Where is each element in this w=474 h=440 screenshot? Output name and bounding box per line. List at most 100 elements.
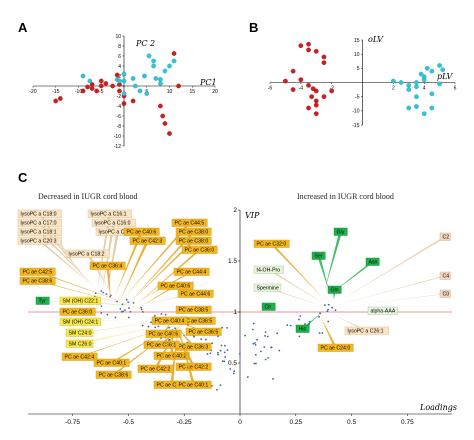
loading-point [254, 353, 257, 356]
label-leader [266, 287, 328, 308]
metabolite-label: C4 [443, 274, 450, 280]
loading-point [224, 356, 227, 358]
label-box [17, 218, 62, 227]
panel-a-plot: -20-15-10-55101520-12-10-8-6-4-2246810PC… [29, 34, 218, 150]
loading-point [168, 339, 170, 342]
label-leader [267, 269, 325, 304]
loading-point [252, 328, 254, 331]
metabolite-label: lysoPC a C16:1 [91, 212, 127, 218]
loading-point [264, 358, 267, 361]
score-point [146, 53, 152, 59]
loading-point [125, 298, 128, 301]
score-point [321, 94, 327, 100]
loading-point [100, 290, 103, 292]
score-point [167, 131, 172, 136]
loading-point [256, 338, 258, 341]
metabolite-label: PC ae C40:6 [127, 230, 157, 236]
x-tick-label: -0.5 [123, 419, 135, 426]
label-leader [338, 275, 447, 305]
label-leader [301, 312, 323, 329]
score-point [424, 65, 430, 71]
score-point [414, 104, 419, 109]
loading-point [174, 327, 177, 330]
loading-point [263, 346, 266, 348]
label-box [61, 352, 98, 361]
label-leader [267, 305, 330, 307]
label-leader [110, 320, 182, 363]
metabolite-label: PC ae C32:0 [257, 242, 287, 248]
y-tick-label: 4 [118, 64, 121, 70]
score-point [158, 81, 163, 86]
loading-point [264, 335, 266, 337]
label-leader [139, 285, 178, 307]
loading-point [318, 315, 320, 318]
label-box [91, 218, 136, 227]
label-box [19, 276, 56, 285]
loading-point [129, 311, 132, 313]
loading-point [289, 324, 292, 327]
y-tick-label: 1 [233, 309, 237, 316]
metabolite-label: PC ae C40:6 [149, 332, 179, 338]
metabolite-label: PC ae C42:3 [133, 239, 163, 245]
metabolite-label: PC ae C40:6 [161, 284, 191, 290]
y-tick-label: 10 [354, 52, 360, 58]
label-leader [112, 329, 174, 375]
label-leader [36, 280, 147, 310]
score-point [313, 102, 319, 108]
score-point [321, 54, 327, 60]
score-point [57, 96, 63, 101]
loading-point [221, 326, 224, 329]
label-leader [179, 332, 196, 385]
loading-point [326, 310, 329, 313]
label-box [253, 265, 284, 274]
x-tick-label: 20 [212, 89, 218, 95]
metabolite-label: Ser [315, 254, 323, 260]
score-point [117, 78, 122, 84]
loading-point [141, 311, 144, 313]
metabolite-label: lysoPC a C17:0 [21, 221, 57, 227]
loading-point [321, 332, 324, 334]
loading-point [102, 291, 105, 294]
metabolite-label: PC ae C24:0 [321, 346, 351, 352]
loading-point [233, 370, 236, 373]
score-point [414, 84, 419, 90]
label-leader [160, 324, 182, 345]
metabolite-label: PC ae C36:5 [183, 319, 213, 325]
y-tick-label: -8 [117, 124, 122, 130]
loading-point [141, 324, 144, 327]
label-box [327, 285, 342, 294]
label-leader [324, 231, 343, 290]
metabolite-label: PC ae C42:4 [65, 355, 95, 361]
score-point [440, 67, 446, 73]
y-tick-label: -10 [114, 134, 121, 140]
y-tick-label: 15 [354, 38, 360, 44]
loading-point [255, 362, 257, 365]
metabolite-label: PC ae C38:0 [179, 230, 209, 236]
label-leader [338, 236, 447, 302]
metabolite-label: lysoPC a C26:1 [348, 329, 384, 335]
loading-point [220, 344, 223, 347]
score-point [153, 76, 159, 81]
score-point [98, 83, 104, 89]
metabolite-label: PC ae C38:6 [23, 279, 53, 285]
panel-a-letter: A [18, 20, 28, 35]
score-point [94, 88, 100, 94]
loading-point [140, 308, 143, 311]
x-tick-label: -0.75 [65, 419, 80, 426]
score-point [137, 88, 143, 94]
score-point [429, 105, 435, 111]
metabolite-label: PC ae C42:2 [141, 367, 171, 373]
loading-point [132, 301, 135, 304]
label-leader [97, 213, 112, 291]
score-point [298, 77, 304, 83]
metabolite-label: Gly [337, 230, 345, 236]
x-tick-label: 10 [167, 89, 173, 95]
label-box [295, 324, 310, 333]
score-point [87, 78, 93, 84]
metabolite-label: PC ae C36:0 [63, 310, 93, 316]
metabolite-label: PC ae C36:4 [93, 264, 123, 270]
score-point [89, 86, 95, 91]
x-tick-label: 4 [423, 86, 426, 92]
score-point [121, 71, 127, 77]
loading-point [124, 309, 126, 312]
